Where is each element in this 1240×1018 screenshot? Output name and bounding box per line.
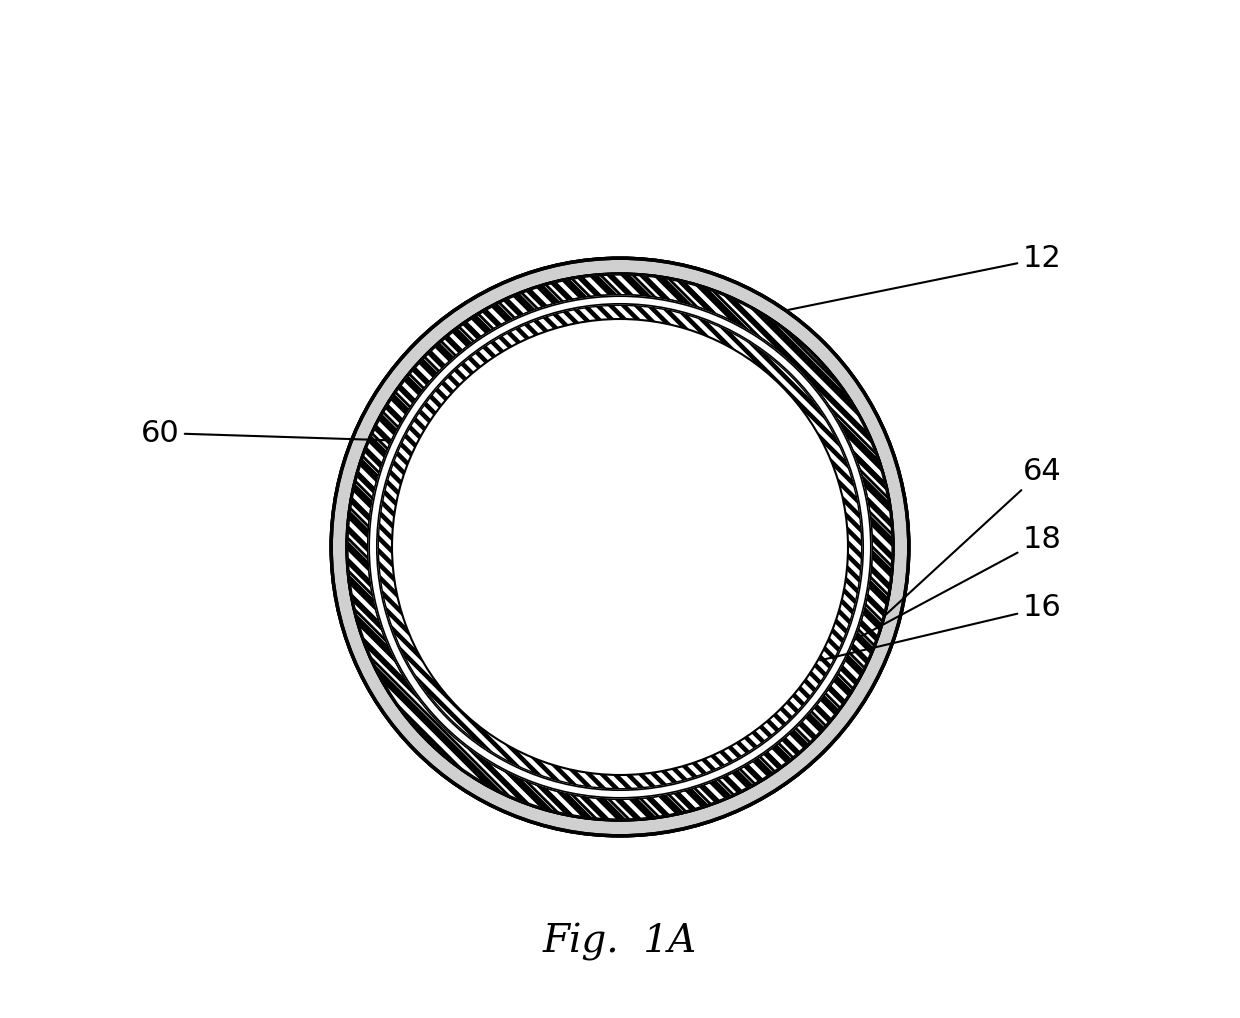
- Text: 60: 60: [140, 418, 388, 448]
- Text: 16: 16: [820, 593, 1061, 661]
- Circle shape: [348, 275, 892, 819]
- Circle shape: [331, 259, 909, 836]
- Circle shape: [331, 259, 909, 836]
- Text: 64: 64: [885, 456, 1061, 616]
- Circle shape: [348, 275, 892, 819]
- Circle shape: [293, 220, 947, 873]
- Circle shape: [392, 319, 848, 775]
- Circle shape: [368, 294, 872, 799]
- Circle shape: [348, 275, 892, 819]
- Text: 18: 18: [856, 525, 1061, 639]
- Circle shape: [368, 294, 872, 799]
- Circle shape: [346, 274, 894, 821]
- Circle shape: [348, 275, 892, 819]
- Circle shape: [331, 259, 909, 836]
- Circle shape: [346, 274, 894, 821]
- Circle shape: [348, 275, 892, 819]
- Circle shape: [370, 296, 870, 798]
- Circle shape: [348, 275, 892, 819]
- Circle shape: [331, 259, 909, 836]
- Circle shape: [346, 274, 894, 821]
- Text: 12: 12: [789, 243, 1061, 309]
- Text: Fig.  1A: Fig. 1A: [543, 923, 697, 961]
